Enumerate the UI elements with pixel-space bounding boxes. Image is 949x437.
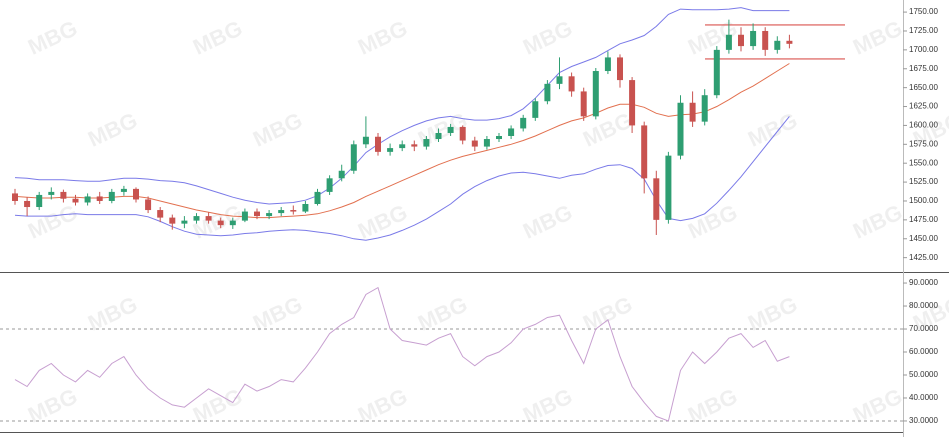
candle-body [544, 83, 551, 102]
candle-body [338, 170, 345, 179]
candle-body [411, 144, 418, 147]
candle-body [738, 34, 744, 47]
candle-body [205, 216, 212, 221]
candle-body [641, 125, 648, 179]
candle-body [483, 139, 490, 147]
candle-body [423, 139, 430, 147]
y-tick-label: 70.0000 [909, 324, 938, 333]
y-tick-label: 1600.00 [909, 121, 938, 130]
candle-body [762, 30, 769, 50]
candle-body [435, 132, 442, 140]
candle-body [375, 136, 381, 152]
candle-body [24, 200, 31, 208]
candle-body [84, 196, 91, 203]
candle-body [120, 188, 127, 192]
candle-body [774, 40, 781, 50]
candle-body [290, 210, 297, 212]
candle-body [447, 126, 454, 133]
candle-body [629, 80, 636, 126]
candle-body [459, 126, 466, 141]
candle-body [217, 220, 224, 226]
y-tick-label: 1575.00 [909, 139, 938, 148]
y-tick-label: 1750.00 [909, 7, 938, 16]
band-line [14, 116, 790, 241]
candle-body [786, 40, 793, 44]
candle-body [617, 57, 623, 81]
y-tick-label: 80.0000 [909, 301, 938, 310]
candle-body [750, 30, 757, 47]
candle-body [508, 128, 515, 136]
y-tick-label: 1625.00 [909, 102, 938, 111]
candle-body [108, 191, 115, 201]
candle-body [72, 198, 79, 203]
candle-body [193, 216, 200, 221]
band-line [14, 63, 790, 219]
candle-body [580, 91, 587, 117]
candle-body [302, 204, 309, 212]
candle-body [592, 71, 599, 117]
candle-body [241, 211, 248, 221]
candle-body [96, 196, 103, 201]
candle-body [399, 144, 406, 149]
candle-body [701, 95, 708, 122]
candle-body [568, 76, 575, 92]
candle-body [350, 144, 357, 171]
candle-body [725, 34, 732, 50]
candle-body [556, 76, 563, 84]
y-tick-label: 1675.00 [909, 64, 938, 73]
y-tick-label: 50.0000 [909, 370, 938, 379]
candle-body [532, 101, 539, 118]
y-tick-label: 60.0000 [909, 347, 938, 356]
y-tick-label: 1650.00 [909, 83, 938, 92]
y-tick-label: 1450.00 [909, 234, 938, 243]
candle-body [181, 220, 188, 224]
candle-body [713, 49, 720, 96]
y-tick-label: 1525.00 [909, 177, 938, 186]
candle-body [326, 178, 333, 192]
y-tick-label: 1500.00 [909, 196, 938, 205]
candle-body [689, 102, 696, 122]
candle-body [471, 140, 478, 147]
candle-body [653, 178, 660, 220]
band-line [14, 7, 790, 205]
candle-body [12, 193, 18, 201]
candle-body [278, 210, 285, 214]
y-tick-label: 30.0000 [909, 416, 938, 425]
candle-body [48, 191, 55, 195]
y-tick-label: 90.0000 [909, 278, 938, 287]
y-tick-label: 1425.00 [909, 253, 938, 262]
candle-body [145, 199, 152, 211]
rsi-line [14, 286, 790, 422]
candle-body [314, 191, 321, 204]
y-tick-label: 1550.00 [909, 158, 938, 167]
candle-body [36, 194, 43, 208]
candle-body [254, 211, 260, 217]
candle-body [665, 155, 672, 220]
y-tick-label: 1700.00 [909, 45, 938, 54]
candle-body [677, 102, 684, 156]
candle-body [387, 148, 394, 152]
candle-body [133, 188, 139, 200]
candle-body [362, 136, 369, 145]
y-tick-label: 1475.00 [909, 215, 938, 224]
y-tick-label: 1725.00 [909, 26, 938, 35]
y-tick-label: 40.0000 [909, 393, 938, 402]
candle-body [496, 136, 502, 140]
candle-body [157, 210, 164, 218]
candle-body [169, 217, 176, 224]
candle-body [520, 117, 527, 129]
candle-body [266, 213, 273, 217]
candle-body [60, 191, 67, 199]
candle-body [229, 220, 236, 226]
candle-body [604, 57, 611, 72]
